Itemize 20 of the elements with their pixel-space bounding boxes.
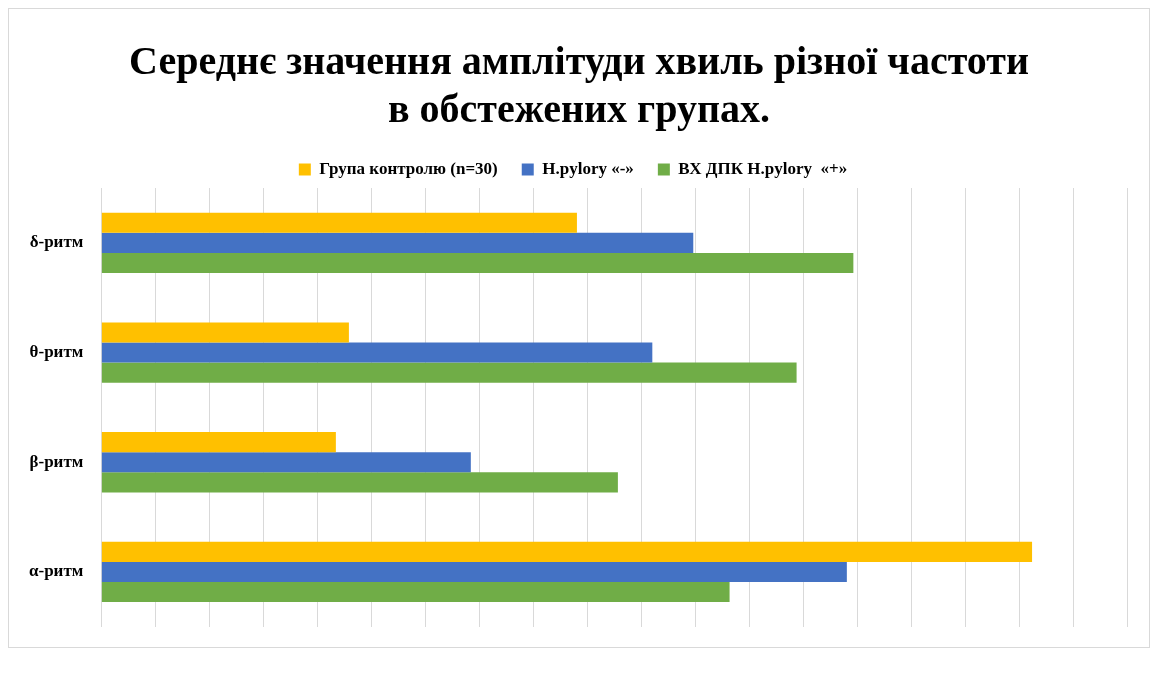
bar bbox=[101, 561, 847, 583]
bar bbox=[101, 322, 349, 343]
bar bbox=[101, 252, 854, 274]
y-tick-label: α-ритм bbox=[28, 561, 84, 581]
chart-title: Середнє значення амплітуди хвиль різної частоти в обстежених групах. bbox=[128, 37, 1030, 133]
legend-label: ВХ ДПК H.pylory «+» bbox=[678, 158, 848, 178]
bar bbox=[101, 212, 577, 233]
bar bbox=[101, 232, 694, 253]
y-tick-label: θ-ритм bbox=[29, 341, 84, 361]
bar bbox=[101, 541, 1033, 562]
y-tick-label: δ-ритм bbox=[29, 232, 84, 252]
bar bbox=[101, 432, 336, 453]
legend-label: Група контролю (n=30) bbox=[319, 158, 498, 178]
bar bbox=[101, 342, 653, 363]
bar bbox=[101, 472, 618, 493]
bar bbox=[101, 452, 471, 473]
bar bbox=[101, 362, 797, 383]
bar bbox=[101, 582, 730, 603]
y-tick-label: β-ритм bbox=[29, 451, 84, 471]
legend-label: H.pylory «-» bbox=[542, 158, 634, 178]
